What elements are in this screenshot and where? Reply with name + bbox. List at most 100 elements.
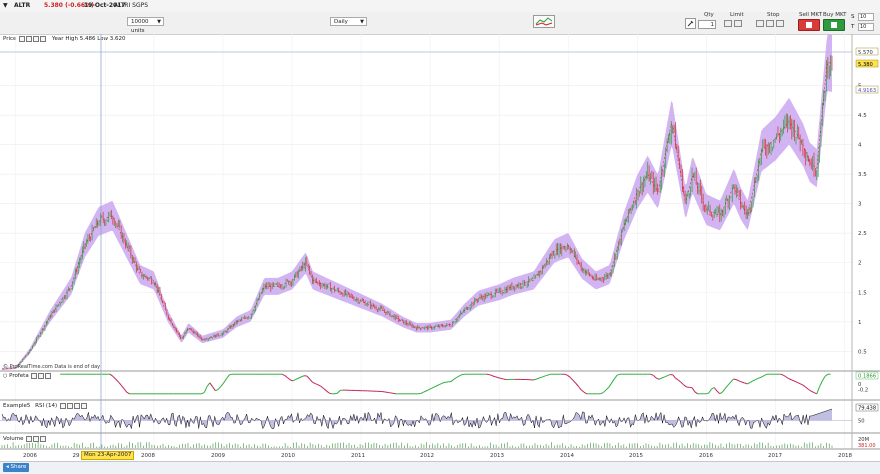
rsi-fill (2, 409, 832, 429)
year-tick-label: 2013 (490, 453, 504, 459)
profeta-line (493, 376, 496, 377)
profeta-line (750, 381, 753, 383)
window-icon[interactable] (33, 436, 39, 442)
profeta-line (124, 389, 127, 393)
side-input-t[interactable]: 10 (858, 23, 874, 31)
wrench-icon[interactable] (26, 436, 32, 442)
profeta-line (684, 385, 687, 387)
profeta-line (224, 379, 227, 383)
profeta-line (501, 378, 504, 379)
profeta-line (609, 383, 612, 387)
window-icon[interactable] (38, 373, 44, 379)
instrument-name: ALTRI SGPS (114, 0, 148, 12)
profeta-line (612, 379, 615, 383)
profeta-line (742, 382, 745, 383)
profeta-line (534, 379, 537, 380)
profeta-line (717, 391, 720, 394)
year-tick-label: 2009 (211, 453, 225, 459)
profeta-line (578, 386, 581, 390)
price-tick-label: 3 (858, 202, 862, 208)
profeta-line (116, 379, 119, 382)
profeta-line (581, 390, 584, 392)
window-icon[interactable] (67, 403, 73, 409)
year-tick-label: 2012 (420, 453, 434, 459)
buy-mkt-button[interactable] (823, 19, 845, 31)
qty-input[interactable]: 1 (698, 20, 716, 29)
buy-icon (831, 22, 837, 28)
volume-header: Volume (3, 435, 46, 443)
timeframe-select[interactable]: Daily▼ (330, 17, 367, 26)
share-button[interactable]: ◂ Share (3, 463, 29, 472)
profeta-line (321, 386, 324, 388)
profeta-tick-label: -0.2 (858, 388, 868, 394)
close-icon[interactable] (40, 436, 46, 442)
order-tool-icon[interactable] (685, 18, 696, 29)
profeta-line (606, 387, 609, 390)
profeta-line (806, 387, 809, 389)
year-tick-label: 2015 (629, 453, 643, 459)
stop-label: Stop (767, 12, 780, 18)
profeta-indicator: 0-0.20.1866 (60, 372, 878, 394)
profeta-line (210, 383, 213, 387)
profeta-line (825, 374, 828, 376)
settings-icon[interactable] (74, 403, 80, 409)
stop-sell-button[interactable] (766, 20, 774, 27)
chart-type-icon[interactable] (533, 15, 555, 28)
profeta-line (307, 376, 310, 379)
profeta-line (420, 392, 423, 393)
wrench-icon[interactable] (60, 403, 66, 409)
stop-extra-button[interactable] (776, 20, 784, 27)
profeta-close-icon[interactable]: ○ (3, 373, 7, 379)
profeta-line (756, 378, 759, 379)
profeta-line (545, 375, 548, 376)
share-icon: ◂ (6, 464, 9, 470)
units-select[interactable]: 10000 units▼ (127, 17, 164, 26)
wrench-icon[interactable] (31, 373, 37, 379)
profeta-line (659, 378, 662, 379)
profeta-line (326, 391, 329, 393)
year-tick-label: 2014 (560, 453, 574, 459)
profeta-line (434, 386, 437, 387)
sell-icon (806, 22, 812, 28)
profeta-line (226, 375, 229, 379)
year-tick-label: 29 (73, 453, 80, 459)
close-icon[interactable] (45, 373, 51, 379)
limit-buy-button[interactable] (724, 20, 732, 27)
profeta-line (792, 380, 795, 381)
profeta-line (714, 388, 717, 392)
profeta-line (747, 382, 750, 384)
limit-sell-button[interactable] (734, 20, 742, 27)
profeta-line (567, 375, 570, 377)
profeta-line (822, 376, 825, 381)
profeta-line (808, 389, 811, 391)
side-letter-t: T (851, 24, 854, 30)
side-value-t: 10 (860, 24, 866, 30)
profeta-line (709, 389, 712, 393)
profeta-line (110, 374, 113, 376)
side-input-s[interactable]: 10 (858, 13, 874, 21)
profeta-line (759, 377, 762, 378)
menu-chevron-icon[interactable]: ▼ (3, 0, 8, 12)
profeta-line (315, 384, 318, 385)
price-tick-label: 4 (858, 143, 862, 149)
sell-mkt-button[interactable] (798, 19, 820, 31)
profeta-line (820, 381, 823, 387)
profeta-line (495, 377, 498, 378)
profeta-line (728, 382, 731, 385)
close-icon[interactable] (81, 403, 87, 409)
profeta-line (337, 390, 340, 393)
profeta-line (127, 392, 130, 394)
rsi-value-tag: 79.438 (858, 406, 876, 412)
profeta-line (789, 379, 792, 380)
profeta-line (121, 385, 124, 388)
rsi-label: Example5 (3, 403, 30, 409)
profeta-line (118, 382, 121, 385)
stop-buy-button[interactable] (756, 20, 764, 27)
profeta-line (734, 379, 737, 380)
year-tick-label: 2016 (699, 453, 713, 459)
profeta-line (584, 392, 587, 394)
